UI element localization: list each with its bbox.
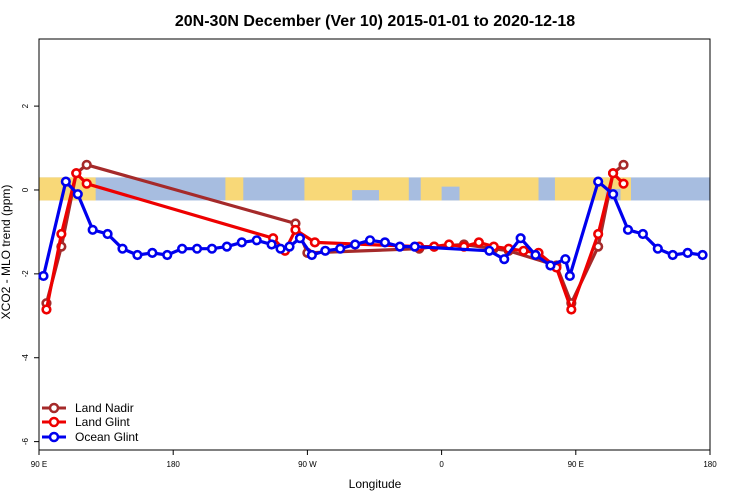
y-axis: 2 0 -2 -4 -6 bbox=[21, 103, 39, 445]
data-point-ocean-glint bbox=[284, 241, 295, 252]
data-point-land-nadir bbox=[81, 159, 92, 170]
data-point-ocean-glint bbox=[682, 247, 693, 258]
data-point-ocean-glint bbox=[607, 189, 619, 200]
series-line-land-glint bbox=[44, 171, 625, 312]
data-point-ocean-glint bbox=[117, 243, 128, 254]
chart-title: 20N-30N December (Ver 10) 2015-01-01 to … bbox=[175, 13, 575, 30]
data-point-ocean-glint bbox=[251, 235, 262, 246]
y-tick-label: -6 bbox=[21, 438, 30, 446]
map-ocean-inlet bbox=[352, 190, 379, 201]
data-point-ocean-glint bbox=[364, 235, 376, 246]
data-point-ocean-glint bbox=[409, 241, 420, 252]
legend-label-land-glint: Land Glint bbox=[75, 415, 130, 429]
data-point-land-glint bbox=[607, 168, 619, 179]
y-tick-label: -2 bbox=[21, 270, 30, 278]
data-point-ocean-glint bbox=[306, 249, 317, 261]
data-point-ocean-glint bbox=[667, 249, 678, 261]
data-point-land-glint bbox=[71, 168, 82, 179]
legend: Land Nadir Land Glint Ocean Glint bbox=[42, 401, 139, 444]
map-land bbox=[304, 177, 409, 201]
data-point-land-glint bbox=[473, 237, 484, 248]
data-point-ocean-glint bbox=[560, 254, 571, 265]
data-point-land-glint bbox=[56, 228, 67, 240]
x-tick-label: 90 E bbox=[568, 460, 584, 469]
data-point-ocean-glint bbox=[132, 249, 143, 261]
data-point-ocean-glint bbox=[593, 176, 604, 187]
data-point-ocean-glint bbox=[530, 249, 541, 261]
y-axis-label: XCO2 - MLO trend (ppm) bbox=[0, 185, 13, 320]
y-tick-label: 0 bbox=[21, 187, 30, 192]
legend-marker-ocean-glint bbox=[48, 431, 60, 443]
y-tick-label: 2 bbox=[21, 103, 30, 108]
data-point-ocean-glint bbox=[38, 270, 49, 282]
series-layer bbox=[38, 159, 708, 315]
legend-entry-ocean-glint: Ocean Glint bbox=[42, 430, 139, 444]
legend-label-land-nadir: Land Nadir bbox=[75, 401, 134, 415]
data-point-ocean-glint bbox=[266, 239, 277, 250]
data-point-ocean-glint bbox=[350, 239, 361, 250]
data-point-ocean-glint bbox=[147, 247, 158, 258]
data-point-land-glint bbox=[618, 178, 629, 189]
data-point-land-glint bbox=[41, 304, 52, 315]
data-point-ocean-glint bbox=[499, 254, 510, 265]
map-land bbox=[420, 177, 539, 201]
legend-entry-land-nadir: Land Nadir bbox=[42, 401, 134, 415]
data-point-ocean-glint bbox=[72, 189, 83, 200]
legend-entry-land-glint: Land Glint bbox=[42, 415, 130, 429]
data-point-ocean-glint bbox=[221, 241, 232, 252]
data-point-ocean-glint bbox=[60, 176, 71, 187]
data-point-land-glint bbox=[566, 304, 577, 315]
data-point-ocean-glint bbox=[162, 249, 173, 261]
x-tick-label: 90 E bbox=[31, 460, 47, 469]
data-point-ocean-glint bbox=[564, 270, 575, 282]
x-tick-label: 180 bbox=[703, 460, 717, 469]
data-point-land-glint bbox=[81, 178, 92, 189]
data-point-ocean-glint bbox=[379, 237, 391, 248]
data-point-ocean-glint bbox=[275, 243, 286, 254]
data-point-land-glint bbox=[593, 228, 604, 240]
data-point-ocean-glint bbox=[622, 224, 634, 235]
data-point-ocean-glint bbox=[236, 237, 247, 248]
y-tick-label: -4 bbox=[21, 354, 30, 362]
data-point-ocean-glint bbox=[335, 243, 346, 254]
data-point-ocean-glint bbox=[177, 243, 188, 254]
data-point-ocean-glint bbox=[545, 260, 556, 271]
x-axis-label: Longitude bbox=[349, 477, 402, 491]
map-land bbox=[225, 177, 244, 201]
map-ocean-inlet bbox=[441, 186, 460, 201]
data-point-ocean-glint bbox=[87, 224, 98, 235]
x-tick-label: 180 bbox=[167, 460, 181, 469]
plot-frame bbox=[38, 38, 711, 451]
data-point-ocean-glint bbox=[697, 249, 708, 261]
data-point-ocean-glint bbox=[515, 233, 526, 244]
data-point-ocean-glint bbox=[102, 228, 113, 240]
data-point-land-glint bbox=[518, 245, 529, 256]
data-point-ocean-glint bbox=[191, 243, 203, 254]
data-point-ocean-glint bbox=[320, 245, 331, 256]
legend-marker-land-glint bbox=[48, 416, 60, 428]
x-tick-label: 90 W bbox=[298, 460, 317, 469]
data-point-ocean-glint bbox=[294, 233, 306, 244]
data-point-land-glint bbox=[309, 237, 320, 248]
data-point-ocean-glint bbox=[206, 243, 218, 254]
data-point-land-nadir bbox=[618, 159, 629, 170]
series-ocean-glint bbox=[38, 176, 708, 282]
data-point-ocean-glint bbox=[484, 245, 495, 256]
data-point-ocean-glint bbox=[637, 228, 649, 240]
x-tick-label: 0 bbox=[439, 460, 444, 469]
data-point-ocean-glint bbox=[394, 241, 405, 252]
legend-marker-land-nadir bbox=[48, 402, 60, 414]
data-point-ocean-glint bbox=[652, 243, 663, 254]
legend-label-ocean-glint: Ocean Glint bbox=[75, 430, 139, 444]
x-axis: 90 E 180 90 W 0 90 E 180 bbox=[31, 450, 717, 469]
data-point-land-glint bbox=[290, 224, 301, 235]
